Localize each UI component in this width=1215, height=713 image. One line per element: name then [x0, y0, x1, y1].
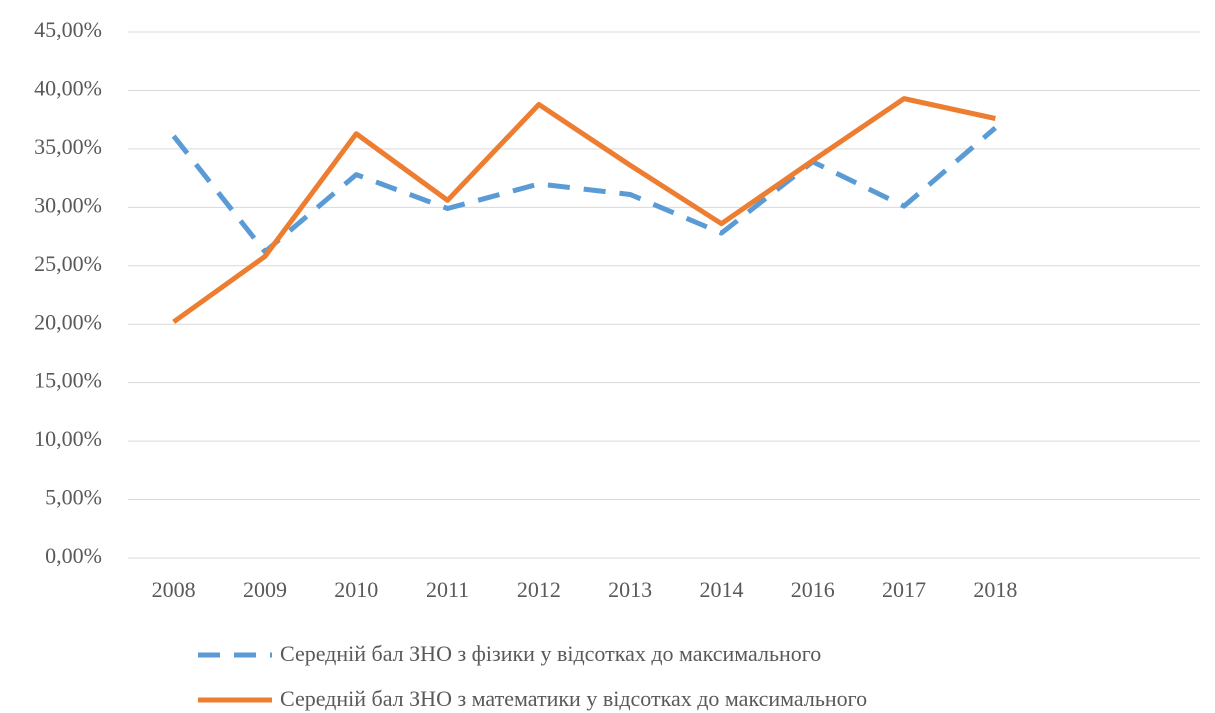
- y-tick-label: 15,00%: [34, 368, 102, 393]
- legend-label: Середній бал ЗНО з математики у відсотка…: [280, 686, 867, 711]
- x-tick-label: 2016: [791, 577, 835, 602]
- series-line: [171, 125, 997, 255]
- y-tick-label: 40,00%: [34, 75, 102, 100]
- y-tick-label: 35,00%: [34, 134, 102, 159]
- y-tick-label: 0,00%: [45, 543, 102, 568]
- x-tick-label: 2008: [152, 577, 196, 602]
- y-tick-label: 25,00%: [34, 251, 102, 276]
- series-line: [172, 96, 996, 324]
- x-tick-label: 2010: [334, 577, 378, 602]
- legend-label: Середній бал ЗНО з фізики у відсотках до…: [280, 641, 821, 666]
- x-tick-label: 2009: [243, 577, 287, 602]
- y-tick-label: 30,00%: [34, 192, 102, 217]
- y-tick-label: 10,00%: [34, 426, 102, 451]
- x-tick-label: 2011: [426, 577, 469, 602]
- x-tick-label: 2013: [608, 577, 652, 602]
- y-tick-label: 45,00%: [34, 17, 102, 42]
- x-tick-label: 2014: [699, 577, 743, 602]
- y-tick-label: 5,00%: [45, 485, 102, 510]
- x-tick-label: 2012: [517, 577, 561, 602]
- y-tick-label: 20,00%: [34, 309, 102, 334]
- x-tick-label: 2018: [973, 577, 1017, 602]
- x-tick-label: 2017: [882, 577, 926, 602]
